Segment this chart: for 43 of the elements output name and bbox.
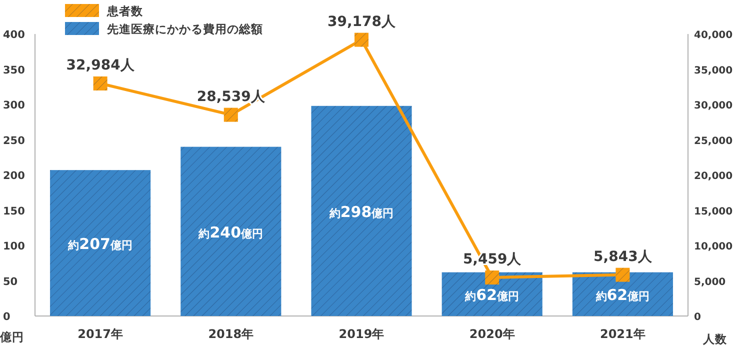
y-tick-label: 350: [3, 64, 25, 76]
point: [354, 32, 368, 47]
y2-tick-label: 0: [694, 312, 701, 323]
data-label: 約207億円: [67, 235, 132, 254]
bar: [50, 170, 151, 316]
y2-tick-label: 5,000: [694, 276, 726, 288]
x-tick-label: 2017年: [78, 327, 124, 341]
point: [93, 76, 108, 90]
data-label: 32,984人: [66, 57, 136, 74]
x-tick-label: 2020年: [469, 327, 515, 341]
y2-tick-label: 20,000: [694, 171, 733, 182]
y-tick-label: 250: [3, 134, 25, 147]
legend-label: 先進医療にかかる費用の総額: [106, 22, 263, 36]
data-label: 約62億円: [464, 286, 520, 304]
y-tick-label: 300: [3, 100, 25, 112]
x-tick-label: 2018年: [208, 327, 254, 341]
point: [224, 108, 238, 122]
point: [616, 268, 630, 282]
y2-tick-label: 30,000: [694, 100, 733, 112]
point: [485, 270, 500, 285]
data-label: 約62億円: [594, 286, 650, 304]
y2-tick-label: 15,000: [694, 206, 733, 218]
data-label: 39,178人: [327, 14, 397, 30]
y2-tick-label: 10,000: [694, 242, 733, 252]
data-label: 5,843人: [594, 248, 653, 265]
y-tick-label: 50: [3, 276, 18, 288]
bar: [180, 146, 282, 316]
y-tick-label: 150: [3, 205, 25, 218]
y-tick-label: 100: [3, 240, 25, 252]
y2-axis-title: 人数: [702, 332, 728, 346]
y2-tick-label: 25,000: [694, 136, 733, 147]
y-tick-label: 400: [3, 29, 25, 41]
data-label: 約240億円: [198, 223, 264, 242]
x-tick-label: 2021年: [600, 327, 646, 341]
y2-tick-label: 35,000: [694, 65, 733, 76]
y-tick-label: 0: [3, 311, 10, 323]
bar: [311, 106, 412, 316]
legend-label: 患者数: [106, 4, 144, 18]
y-tick-label: 200: [3, 170, 25, 182]
data-label: 約298億円: [328, 202, 394, 221]
y-axis-title: 億円: [0, 330, 24, 344]
y2-tick-label: 40,000: [694, 30, 733, 41]
x-tick-label: 2019年: [338, 327, 384, 341]
